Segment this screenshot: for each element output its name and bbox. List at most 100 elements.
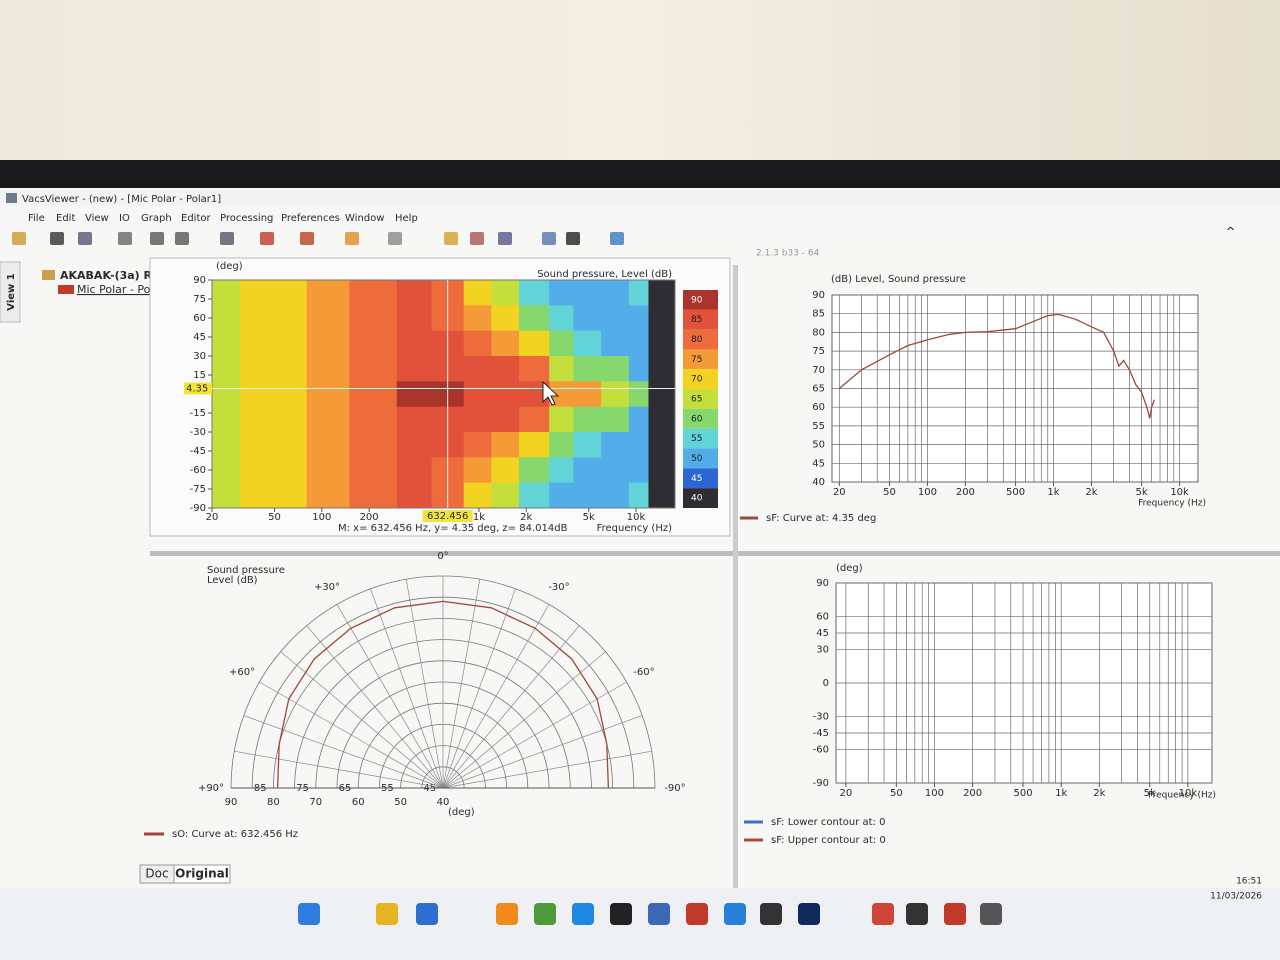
colorbar-label: 90 [691, 295, 703, 305]
spoke [442, 715, 643, 789]
menu-item[interactable]: Graph [141, 213, 172, 224]
tree-root[interactable]: AKABAK-(3a) R [60, 269, 153, 282]
heat-cell [349, 356, 398, 382]
spoke [280, 651, 444, 789]
heat-cell [519, 330, 550, 357]
spoke [370, 588, 444, 789]
toolbar-button[interactable] [345, 232, 359, 245]
y-tick-label: 45 [816, 628, 829, 639]
toolbar-button[interactable] [78, 232, 92, 245]
heat-cell [349, 280, 398, 306]
y-tick-label: -75 [190, 484, 206, 495]
taskbar-icon[interactable] [610, 903, 632, 925]
heat-cell [212, 381, 241, 408]
heat-cell [573, 381, 602, 408]
taskbar-icon[interactable] [376, 903, 398, 925]
taskbar-icon[interactable] [872, 903, 894, 925]
toolbar-button[interactable] [118, 232, 132, 245]
toolbar-button[interactable] [610, 232, 624, 245]
heat-cell [463, 305, 492, 332]
toolbar-button[interactable] [260, 232, 274, 245]
version: 2.1.3 b33 - 64 [756, 249, 820, 259]
taskbar-icon[interactable] [686, 903, 708, 925]
taskbar-icon[interactable] [798, 903, 820, 925]
side-tab[interactable] [0, 261, 21, 323]
r-tick-label: 70 [309, 797, 322, 808]
taskbar-icon[interactable] [760, 903, 782, 925]
tab[interactable] [173, 864, 231, 884]
colorbar-label: 60 [691, 414, 703, 424]
tree-child[interactable]: Mic Polar - Pol [77, 283, 153, 296]
close-button[interactable]: ✕ [1226, 221, 1235, 234]
heat-cell [306, 406, 350, 433]
y-tick-label: 85 [812, 309, 825, 320]
heat-cell [349, 305, 398, 332]
colorbar-box [683, 448, 718, 469]
colorbar-label: 85 [691, 315, 702, 325]
heat-cell [573, 305, 602, 332]
taskbar-icon[interactable] [724, 903, 746, 925]
toolbar-button[interactable] [542, 232, 556, 245]
y-tick-label: 55 [812, 421, 825, 432]
heat-cell [519, 432, 550, 458]
x-tick-label: 5k [1136, 487, 1148, 498]
heat-cell [396, 482, 433, 509]
taskbar-icon[interactable] [980, 903, 1002, 925]
heat-cell [573, 406, 602, 433]
taskbar-icon[interactable] [416, 903, 438, 925]
toolbar-button[interactable] [150, 232, 164, 245]
menu-item[interactable]: Edit [56, 213, 75, 224]
toolbar-button[interactable] [50, 232, 64, 245]
taskbar-icon[interactable] [572, 903, 594, 925]
heat-cell [519, 305, 550, 332]
legend-label: sF: Lower contour at: 0 [771, 817, 885, 828]
x-tick-label: 2k [1093, 788, 1105, 799]
taskbar-icon[interactable] [944, 903, 966, 925]
colorbar-label: 40 [691, 494, 703, 504]
heat-cell [259, 330, 308, 357]
menu-item[interactable]: Preferences [281, 213, 340, 224]
heat-cell [259, 482, 308, 509]
heat-cell [601, 482, 630, 509]
spoke [442, 604, 550, 789]
heat-cell [396, 432, 433, 458]
heat-cell [601, 432, 630, 458]
v-splitter [733, 265, 738, 905]
menu-item[interactable]: Processing [220, 213, 273, 224]
y-tick-label: 45 [193, 332, 206, 343]
heat-cell [239, 432, 260, 458]
menu-item[interactable]: Help [395, 213, 418, 224]
heat-cell [628, 482, 649, 509]
toolbar-button[interactable] [566, 232, 580, 245]
heat-cell [573, 457, 602, 484]
toolbar-button[interactable] [12, 232, 26, 245]
cursor-x-label: 632.456 [427, 511, 468, 522]
menu-item[interactable]: IO [119, 213, 130, 224]
toolbar-button[interactable] [470, 232, 484, 245]
taskbar-icon[interactable] [906, 903, 928, 925]
x-tick-label: 20 [833, 487, 846, 498]
toolbar-button[interactable] [300, 232, 314, 245]
x-tick-label: 20 [840, 788, 853, 799]
menu-item[interactable]: Editor [181, 213, 211, 224]
toolbar-button[interactable] [175, 232, 189, 245]
toolbar-button[interactable] [220, 232, 234, 245]
y-tick-label: 60 [193, 313, 206, 324]
taskbar-icon[interactable] [534, 903, 556, 925]
colorbar-label: 65 [691, 395, 702, 405]
heat-cell [239, 457, 260, 484]
toolbar-button[interactable] [498, 232, 512, 245]
taskbar-icon[interactable] [648, 903, 670, 925]
taskbar-icon[interactable] [298, 903, 320, 925]
r-tick-label: 60 [352, 797, 365, 808]
menu-item[interactable]: File [28, 213, 45, 224]
menu-item[interactable]: Window [345, 213, 384, 224]
menu-item[interactable]: View [85, 213, 109, 224]
heat-cell [601, 457, 630, 484]
toolbar-button[interactable] [444, 232, 458, 245]
colorbar-box [683, 369, 718, 390]
toolbar-button[interactable] [388, 232, 402, 245]
taskbar-icon[interactable] [496, 903, 518, 925]
y-tick-label: 65 [812, 384, 825, 395]
x-tick-label: 10k [1179, 788, 1198, 799]
